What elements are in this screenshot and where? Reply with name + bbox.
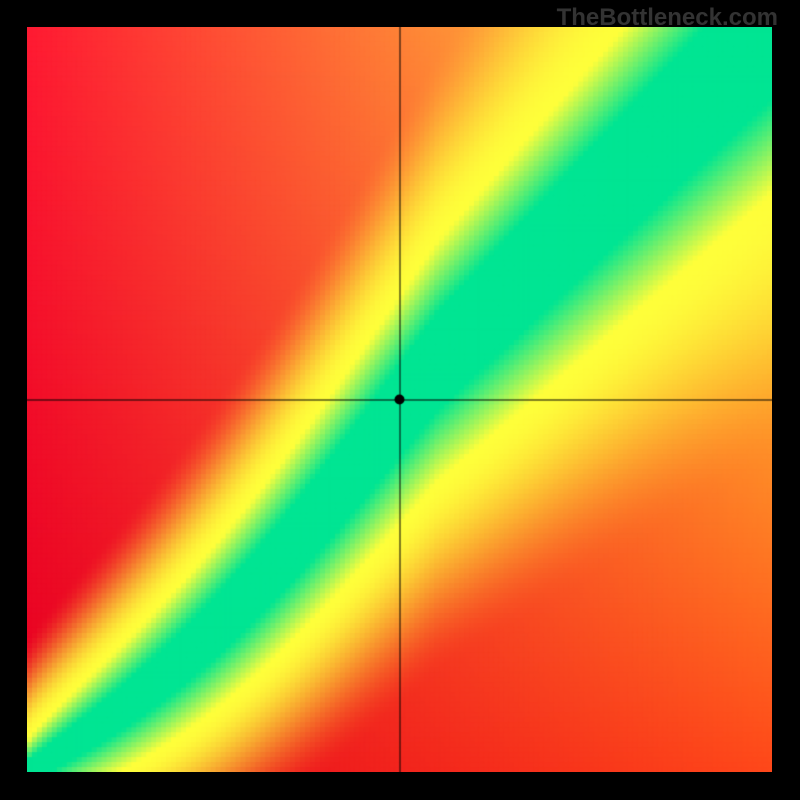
bottleneck-heatmap <box>27 27 772 772</box>
chart-container: TheBottleneck.com <box>0 0 800 800</box>
watermark-text: TheBottleneck.com <box>557 4 778 32</box>
